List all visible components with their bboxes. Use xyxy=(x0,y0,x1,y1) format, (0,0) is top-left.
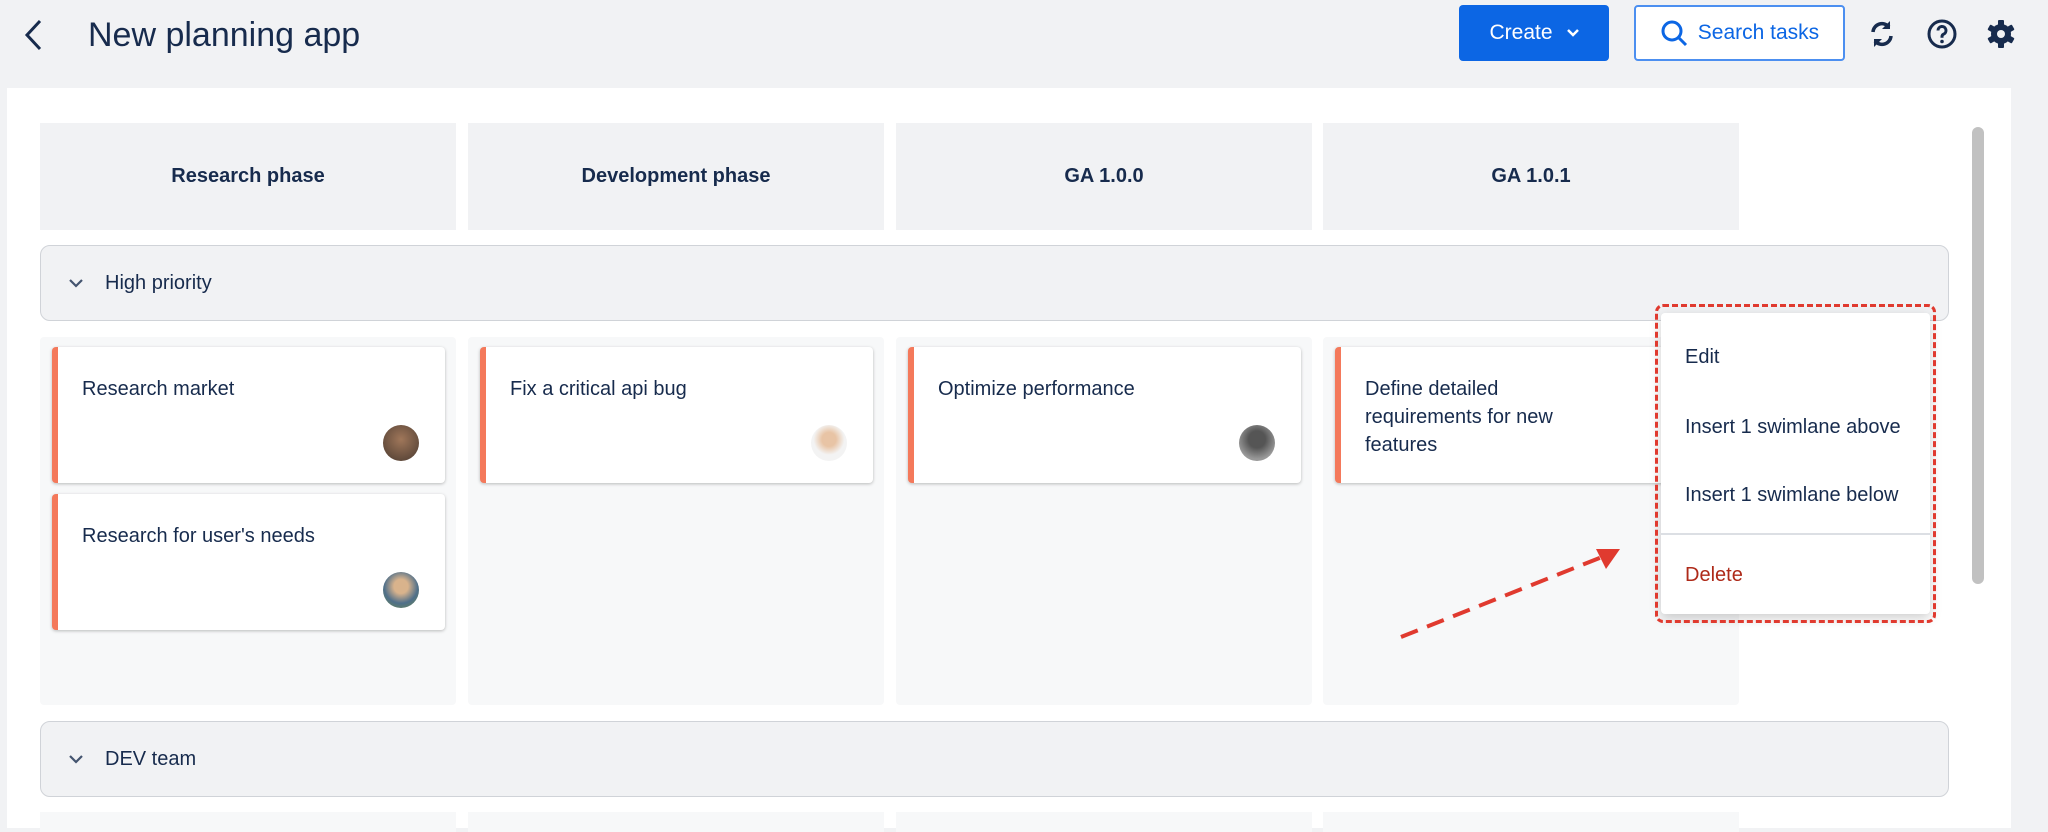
card-title: Fix a critical api bug xyxy=(510,378,687,400)
menu-divider xyxy=(1661,533,1930,535)
page-title: New planning app xyxy=(88,16,361,54)
settings-gear-icon[interactable] xyxy=(1985,18,2017,50)
task-card[interactable]: Research for user's needs xyxy=(52,494,445,630)
chevron-down-icon xyxy=(1566,29,1579,37)
avatar xyxy=(1239,425,1275,461)
search-label: Search tasks xyxy=(1697,21,1820,44)
swimlane-label: DEV team xyxy=(105,747,197,770)
task-card[interactable]: Optimize performance xyxy=(908,347,1301,483)
swimlane-label: High priority xyxy=(105,271,212,294)
column-header: Research phase xyxy=(40,123,456,230)
column-header: GA 1.0.1 xyxy=(1323,123,1739,230)
swimlane-header-dev-team[interactable]: DEV team xyxy=(40,721,1949,797)
sync-icon[interactable] xyxy=(1866,18,1898,50)
create-label: Create xyxy=(1489,21,1553,44)
task-card[interactable]: Research market xyxy=(52,347,445,483)
search-tasks-button[interactable]: Search tasks xyxy=(1634,5,1845,61)
column-header: Development phase xyxy=(468,123,884,230)
annotation-arrow-icon xyxy=(1400,549,1620,639)
lane-cell xyxy=(468,812,884,832)
chevron-down-icon[interactable] xyxy=(69,278,83,288)
card-title: Optimize performance xyxy=(938,378,1135,400)
lane-cell xyxy=(896,812,1312,832)
scrollbar-thumb[interactable] xyxy=(1972,127,1984,584)
avatar xyxy=(811,425,847,461)
create-button[interactable]: Create xyxy=(1459,5,1609,61)
card-title: Define detailed requirements for new fea… xyxy=(1365,378,1553,456)
swimlane-context-menu: Edit Insert 1 swimlane above Insert 1 sw… xyxy=(1661,313,1930,614)
menu-item-insert-below[interactable]: Insert 1 swimlane below xyxy=(1685,484,1899,506)
task-card[interactable]: Fix a critical api bug xyxy=(480,347,873,483)
avatar xyxy=(383,425,419,461)
column-header: GA 1.0.0 xyxy=(896,123,1312,230)
avatar xyxy=(383,572,419,608)
chevron-down-icon[interactable] xyxy=(69,754,83,764)
card-title: Research market xyxy=(82,378,235,400)
menu-item-edit[interactable]: Edit xyxy=(1685,346,1720,368)
menu-item-insert-above[interactable]: Insert 1 swimlane above xyxy=(1685,416,1901,438)
swimlane-header-high-priority[interactable]: High priority xyxy=(40,245,1949,321)
card-title: Research for user's needs xyxy=(82,525,315,547)
menu-item-delete[interactable]: Delete xyxy=(1685,564,1743,586)
search-icon xyxy=(1661,20,1687,47)
back-icon[interactable] xyxy=(20,18,50,52)
lane-cell xyxy=(40,812,456,832)
lane-cell xyxy=(1323,812,1739,832)
help-icon[interactable] xyxy=(1926,18,1958,50)
